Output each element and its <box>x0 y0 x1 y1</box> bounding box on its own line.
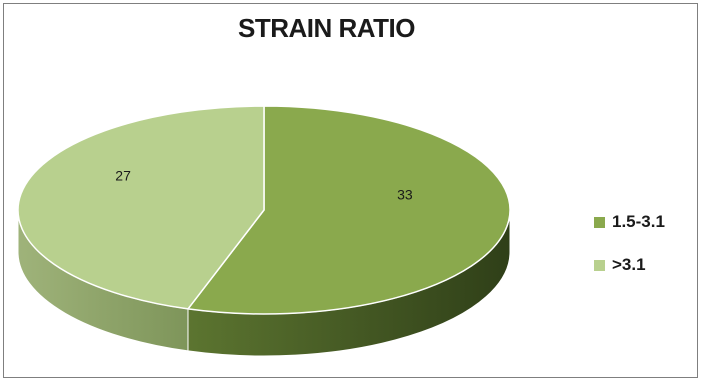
legend-item-1: >3.1 <box>594 255 665 275</box>
pie-chart: 33 27 <box>17 105 511 357</box>
chart-title: STRAIN RATIO <box>238 13 415 43</box>
legend: 1.5-3.1 >3.1 <box>594 212 665 298</box>
pie-slice-1 <box>17 105 265 310</box>
chart-frame: STRAIN RATIO 33 27 1.5-3.1 >3.1 <box>3 3 698 378</box>
legend-swatch-1 <box>594 259 605 271</box>
legend-swatch-0 <box>594 216 605 228</box>
data-label-1: 27 <box>115 168 131 184</box>
data-label-0: 33 <box>397 186 413 202</box>
legend-item-0: 1.5-3.1 <box>594 212 665 232</box>
legend-label-0: 1.5-3.1 <box>612 212 665 231</box>
legend-label-1: >3.1 <box>612 255 646 274</box>
pie-slice-0 <box>187 105 511 315</box>
